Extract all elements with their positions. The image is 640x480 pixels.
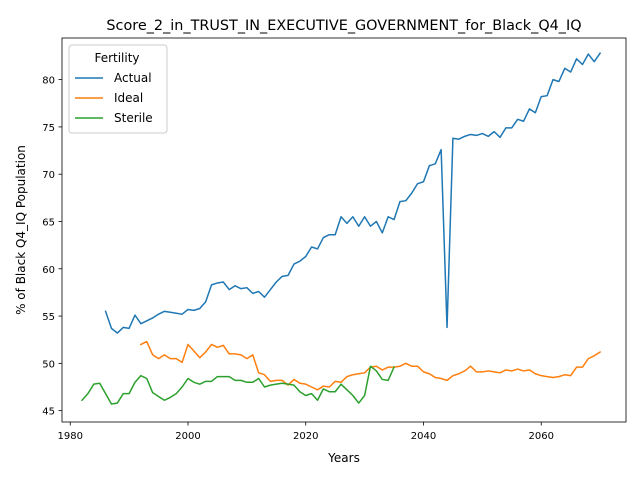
y-tick-label: 50 bbox=[42, 359, 55, 370]
x-axis: 1980 2000 2020 2040 2060 bbox=[58, 422, 554, 442]
chart-title: Score_2_in_TRUST_IN_EXECUTIVE_GOVERNMENT… bbox=[106, 18, 581, 34]
plot-frame bbox=[61, 37, 627, 423]
legend-title: Fertility bbox=[94, 51, 139, 65]
x-tick-label: 2060 bbox=[528, 431, 553, 442]
x-tick-label: 2040 bbox=[411, 431, 436, 442]
y-tick-label: 60 bbox=[42, 265, 55, 276]
legend-items: Actual Ideal Sterile bbox=[75, 71, 153, 125]
legend-label-actual: Actual bbox=[114, 71, 152, 85]
y-tick-label: 75 bbox=[42, 123, 55, 134]
x-tick-label: 1980 bbox=[58, 431, 83, 442]
y-tick-label: 80 bbox=[42, 76, 55, 87]
y-tick-label: 65 bbox=[42, 217, 55, 228]
series-line-sterile bbox=[80, 365, 396, 405]
y-axis-label: % of Black Q4_IQ Population bbox=[14, 145, 28, 315]
series-line-actual bbox=[104, 52, 602, 334]
legend-box bbox=[68, 44, 168, 134]
y-tick-label: 55 bbox=[42, 312, 55, 323]
x-axis-label: Years bbox=[327, 451, 360, 465]
y-tick-label: 45 bbox=[42, 407, 55, 418]
y-tick-label: 70 bbox=[42, 170, 55, 181]
x-tick-label: 2020 bbox=[293, 431, 318, 442]
x-tick-label: 2000 bbox=[175, 431, 200, 442]
y-axis: 45 50 55 60 65 70 75 80 bbox=[42, 76, 62, 418]
legend: Fertility Actual Ideal Sterile bbox=[68, 44, 168, 134]
legend-label-ideal: Ideal bbox=[114, 91, 143, 105]
series-lines bbox=[80, 52, 602, 405]
legend-label-sterile: Sterile bbox=[114, 111, 153, 125]
